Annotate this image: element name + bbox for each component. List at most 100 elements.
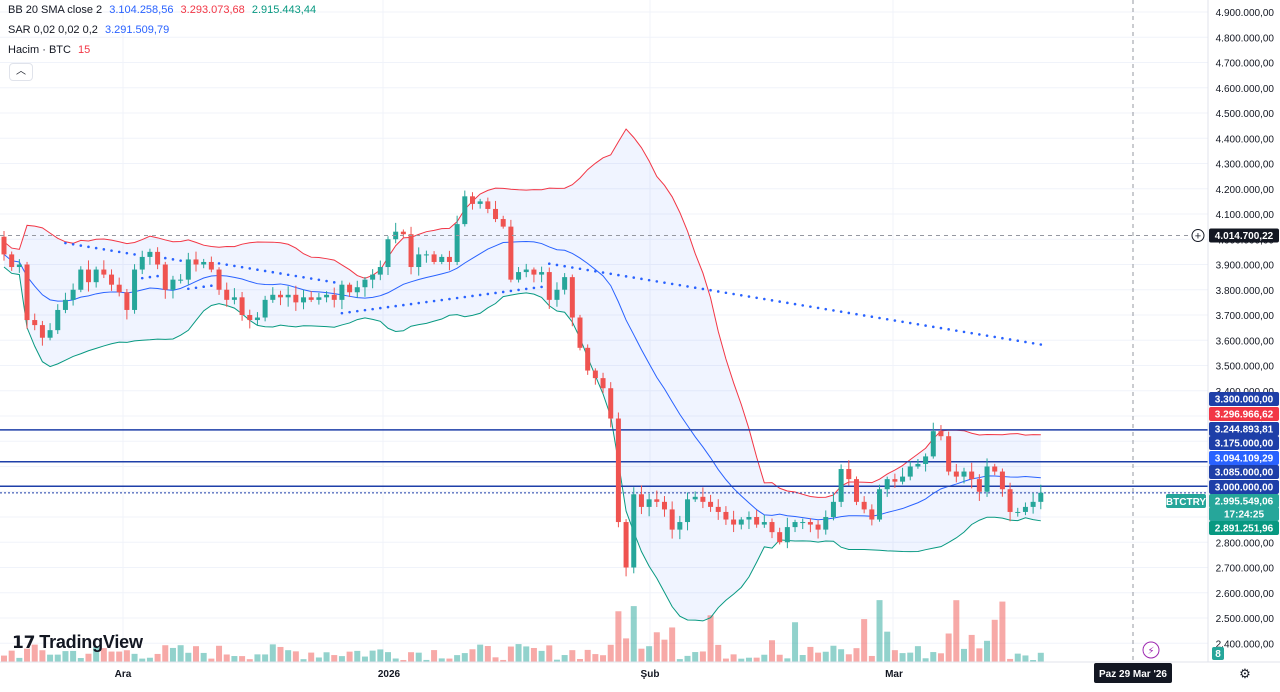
volume-bar [868, 655, 875, 662]
horizontal-lines[interactable] [0, 429, 1208, 494]
volume-bar [922, 658, 929, 662]
volume-bar [162, 645, 169, 662]
candle-body [754, 517, 760, 525]
sar-dot [171, 258, 175, 261]
candle-body [116, 284, 122, 293]
sar-dot [901, 320, 904, 324]
candle-body [1, 236, 7, 255]
legend-collapse-button[interactable]: ︿ [9, 63, 33, 81]
candle-body [1030, 501, 1036, 507]
lightning-glyph: ⚡ [1147, 646, 1154, 657]
volume-bar [277, 646, 284, 662]
sar-dot [225, 263, 229, 266]
sar-dot [478, 293, 482, 297]
parabolic-sar-dots [64, 241, 1043, 346]
candle [423, 250, 429, 263]
candle-body [293, 294, 299, 303]
volume-bar [361, 656, 368, 662]
candle-body [469, 196, 475, 204]
candle [976, 474, 982, 501]
candle [646, 493, 652, 517]
candle [654, 490, 660, 508]
candle-body [692, 496, 698, 500]
candle-body [446, 256, 452, 262]
countdown-tag-box [1209, 507, 1279, 521]
candle-body [800, 522, 806, 524]
volume-bar [1, 655, 7, 662]
candle [953, 463, 959, 483]
volume-bar [615, 611, 622, 662]
sar-dot [240, 265, 244, 269]
volume-bar [968, 634, 975, 662]
candle-body [231, 297, 237, 300]
bb-upper-line [3, 128, 1041, 498]
volume-bar [70, 650, 77, 662]
sar-dot [924, 324, 927, 327]
volume-bar [653, 632, 660, 662]
sar-dot [978, 333, 981, 336]
candle-body [262, 299, 268, 318]
candle [661, 496, 667, 517]
volume-bar [976, 648, 983, 662]
candle [124, 288, 130, 320]
volume-bar [223, 654, 230, 662]
candle [439, 254, 445, 265]
candle-body [654, 499, 660, 502]
volume-bar [753, 657, 760, 662]
price-tag-text: 3.300.000,00 [1215, 395, 1274, 406]
tradingview-logo[interactable]: 𝟭𝟳 TradingView [12, 632, 143, 653]
candle-body [362, 279, 368, 288]
volume-bar [776, 654, 783, 662]
sar-value: 3.291.509,79 [104, 24, 170, 36]
volume-bar [323, 652, 330, 662]
candle [777, 527, 783, 545]
logo-text: TradingView [39, 632, 143, 652]
candle [301, 289, 307, 310]
volume-bar [999, 601, 1006, 662]
candle [592, 368, 598, 385]
volume-bar [438, 658, 445, 662]
volume-bar [461, 653, 468, 662]
legend-sar[interactable]: SAR 0,02 0,02 0,2 3.291.509,79 [8, 23, 173, 37]
legend-volume[interactable]: Hacim · BTC 15 [8, 43, 94, 57]
time-axis[interactable]: Ara 2026 Şub Mar Paz 29 Mar '26 ⚙ [0, 661, 1280, 683]
volume-bar [1037, 652, 1044, 662]
volume-bar [884, 631, 891, 662]
candle [224, 282, 230, 307]
volume-bar [300, 659, 307, 662]
candle [400, 229, 406, 238]
volume-bar [1022, 655, 1029, 662]
price-axis[interactable]: 4.900.000,00 4.800.000,00 4.700.000,00 4.60… [1207, 0, 1275, 662]
legend-bb[interactable]: BB 20 SMA close 2 3.104.258,56 3.293.073… [8, 3, 320, 17]
candle [155, 247, 161, 270]
y-tick-label: 2.700.000,00 [1216, 564, 1275, 575]
volume-bar [131, 653, 138, 662]
sar-dot [855, 312, 858, 316]
candle [708, 494, 714, 512]
volume-bar [108, 651, 115, 662]
sar-dot [601, 271, 605, 274]
candle [55, 304, 61, 334]
candle [254, 312, 260, 326]
volume-bar [784, 658, 791, 662]
y-tick-label: 3.700.000,00 [1216, 311, 1275, 322]
sar-dot [202, 285, 205, 289]
volume-bar [730, 654, 737, 662]
y-tick-label: 4.500.000,00 [1216, 109, 1275, 120]
volume-bar [385, 652, 391, 662]
price-tag-text: 3.085.000,00 [1215, 468, 1274, 479]
candle-body [85, 269, 91, 283]
volume-bar [669, 627, 676, 662]
volume-bar [47, 654, 54, 662]
volume-bar [492, 657, 499, 662]
candle [93, 266, 99, 288]
candle-body [331, 294, 337, 300]
candle [277, 290, 283, 306]
candle [1038, 484, 1044, 510]
volume-bar [953, 600, 960, 662]
candle [178, 274, 184, 284]
sar-dot [1001, 336, 1004, 340]
candle-body [669, 509, 675, 530]
volume-bar [477, 644, 484, 662]
